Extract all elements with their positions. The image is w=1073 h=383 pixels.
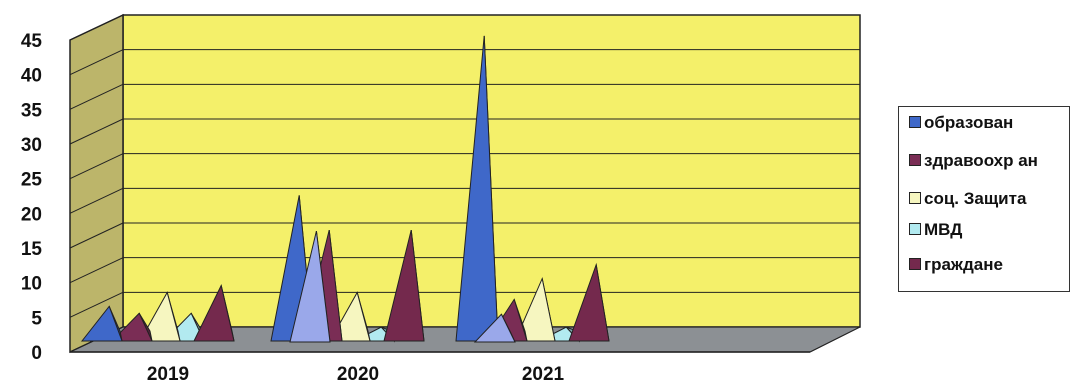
pyramid-front-face	[193, 284, 235, 342]
y-tick-label: 45	[21, 31, 43, 52]
legend-swatch	[909, 192, 921, 204]
pyramid-0-2019	[80, 305, 123, 342]
y-axis-ticks: 0 5 10 15 20 25 30 35 40 45	[21, 31, 43, 364]
y-tick-label: 40	[21, 66, 42, 87]
side-wall	[69, 13, 124, 354]
pyramid-4-2020	[383, 229, 425, 342]
y-tick-label: 10	[21, 274, 42, 295]
legend-swatch	[909, 258, 921, 270]
legend-label: здравоохр ан	[924, 151, 1038, 170]
x-axis-ticks: 2019 2020 2021	[147, 364, 565, 383]
legend-item: граждане	[909, 255, 1069, 274]
y-tick-label: 5	[31, 308, 42, 329]
y-tick-label: 15	[21, 239, 43, 260]
gridline-side	[69, 49, 124, 76]
legend-swatch	[909, 116, 921, 128]
pyramid-front-face	[383, 229, 425, 342]
gridline-side	[69, 222, 124, 249]
pyramid-extra-2020	[289, 230, 331, 343]
pyramid-4-2019	[193, 284, 235, 342]
gridline-side	[69, 257, 124, 284]
gridline-side	[69, 14, 124, 41]
pyramid-front-face	[289, 230, 331, 343]
pyramid-front-face	[110, 312, 153, 342]
legend-item: МВД	[909, 220, 1069, 239]
y-tick-label: 0	[31, 343, 42, 364]
y-tick-label: 30	[21, 135, 42, 156]
pyramid-front-face	[80, 305, 123, 342]
chart-marks	[70, 35, 810, 353]
gridline-side	[69, 291, 124, 318]
legend-label: граждане	[924, 255, 1003, 274]
gridline-side	[69, 187, 124, 214]
y-tick-label: 25	[21, 170, 43, 191]
pyramid-front-face	[139, 291, 181, 342]
gridline-side	[69, 118, 124, 145]
pyramid-2-2021	[514, 276, 556, 342]
pyramid-4-2021	[568, 262, 610, 342]
legend-item: образован	[909, 113, 1069, 132]
legend-label: соц. Защита	[924, 189, 1027, 208]
pyramid-front-face	[568, 262, 610, 342]
gridline-side	[69, 83, 124, 110]
x-tick-label: 2021	[522, 364, 565, 383]
legend-swatch	[909, 223, 921, 235]
y-tick-label: 20	[21, 204, 42, 225]
y-tick-label: 35	[21, 100, 43, 121]
pyramid-extra-2021	[473, 313, 516, 343]
legend-label: образован	[924, 113, 1014, 132]
legend-swatch	[909, 154, 921, 166]
gridline-side	[69, 153, 124, 180]
legend-label: МВД	[924, 220, 963, 239]
legend-item: здравоохр ан	[909, 151, 1069, 170]
pyramid-front-face	[514, 276, 556, 342]
legend: образован здравоохр ан соц. Защита МВД гражд…	[898, 106, 1070, 292]
pyramid-front-face	[473, 313, 516, 343]
legend-item: соц. Защита	[909, 189, 1069, 208]
pyramid-1-2019	[110, 312, 153, 342]
pyramid-2-2019	[139, 291, 181, 342]
x-tick-label: 2019	[147, 364, 189, 383]
x-tick-label: 2020	[337, 364, 379, 383]
